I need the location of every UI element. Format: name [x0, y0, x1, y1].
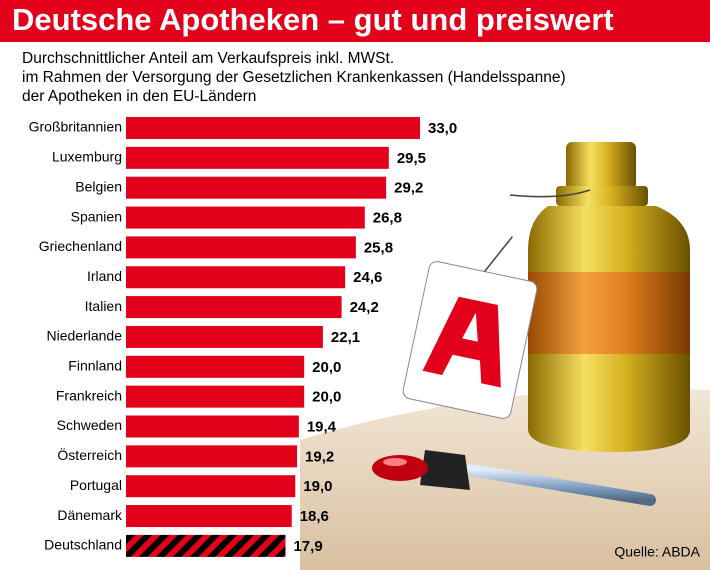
bar [126, 355, 305, 378]
source: Quelle: ABDA [614, 544, 700, 560]
bar [126, 146, 389, 169]
bar [126, 534, 286, 557]
value-label: 29,5 [397, 150, 426, 167]
bottle [509, 142, 690, 452]
category-label: Finnland [68, 358, 122, 374]
bar [126, 176, 387, 199]
subtitle: im Rahmen der Versorgung der Gesetzliche… [22, 69, 566, 86]
category-label: Dänemark [57, 507, 123, 523]
category-label: Griechenland [39, 238, 122, 254]
value-label: 33,0 [428, 120, 457, 137]
category-label: Luxemburg [52, 149, 122, 165]
category-label: Niederlande [47, 328, 123, 344]
category-label: Österreich [57, 446, 122, 463]
category-label: Großbritannien [29, 119, 122, 135]
value-label: 29,2 [394, 180, 423, 197]
title-band [0, 0, 710, 42]
dropper [372, 450, 656, 506]
category-label: Irland [87, 268, 122, 284]
value-label: 26,8 [373, 210, 402, 227]
category-label: Italien [85, 298, 122, 314]
bar [126, 266, 346, 289]
subtitle: der Apotheken in den EU-Ländern [22, 88, 256, 105]
value-label: 20,0 [312, 389, 341, 406]
category-label: Spanien [71, 208, 122, 224]
bar [126, 117, 420, 139]
bar [126, 505, 292, 528]
category-label: Frankreich [56, 387, 122, 403]
bar [126, 325, 323, 348]
bar [126, 206, 365, 229]
value-label: 25,8 [364, 239, 393, 256]
tag [402, 236, 538, 419]
value-label: 17,9 [293, 538, 322, 555]
chart-title: Deutsche Apotheken – gut und preiswert [12, 2, 614, 37]
bar [126, 445, 298, 468]
subtitle: Durchschnittlicher Anteil am Verkaufspre… [22, 50, 394, 67]
value-label: 19,2 [305, 448, 334, 465]
value-label: 19,4 [307, 418, 337, 435]
bar [126, 236, 356, 259]
bar [126, 296, 342, 319]
category-label: Belgien [75, 178, 122, 194]
value-label: 19,0 [303, 478, 332, 495]
value-label: 20,0 [312, 359, 341, 376]
category-label: Deutschland [44, 537, 122, 553]
value-label: 24,2 [350, 299, 379, 316]
bar [126, 385, 305, 408]
category-label: Schweden [57, 417, 122, 433]
bar [126, 415, 299, 438]
category-label: Portugal [70, 477, 122, 493]
value-label: 24,6 [353, 269, 382, 286]
bar [126, 475, 296, 498]
value-label: 18,6 [300, 508, 329, 525]
value-label: 22,1 [331, 329, 360, 346]
